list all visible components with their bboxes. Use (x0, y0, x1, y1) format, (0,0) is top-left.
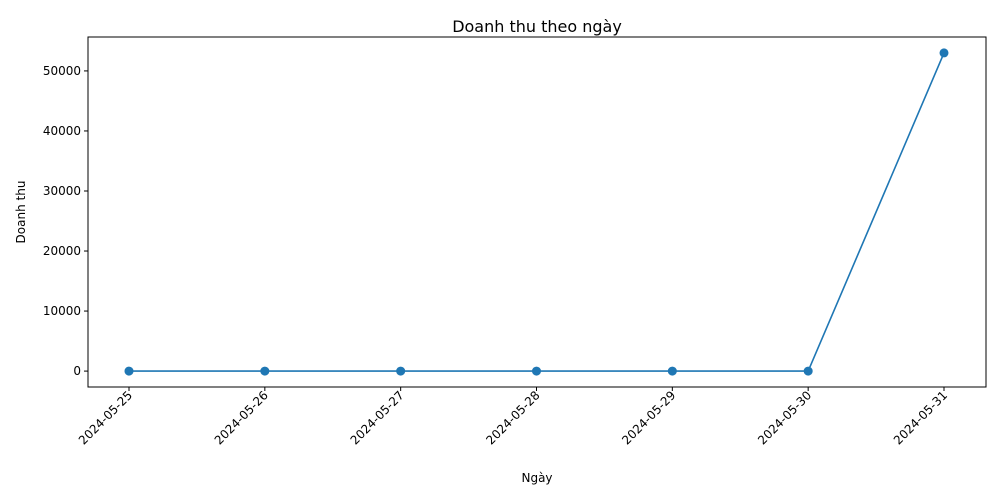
y-tick-label: 10000 (43, 304, 81, 318)
x-axis-label: Ngày (521, 471, 552, 485)
y-axis-label: Doanh thu (14, 181, 28, 244)
y-tick-label: 30000 (43, 184, 81, 198)
data-point (667, 366, 677, 376)
y-axis: 0 10000 20000 30000 40000 50000 (43, 64, 88, 378)
chart-title: Doanh thu theo ngày (452, 17, 622, 36)
y-tick-label: 50000 (43, 64, 81, 78)
data-point (124, 366, 134, 376)
data-point (260, 366, 270, 376)
data-point (532, 366, 541, 376)
data-point (939, 48, 949, 58)
y-tick-label: 20000 (43, 244, 81, 258)
y-tick-label: 0 (73, 364, 81, 378)
y-tick-label: 40000 (43, 124, 81, 138)
data-point (803, 366, 813, 376)
data-point (396, 366, 406, 376)
series-layer (124, 48, 949, 376)
